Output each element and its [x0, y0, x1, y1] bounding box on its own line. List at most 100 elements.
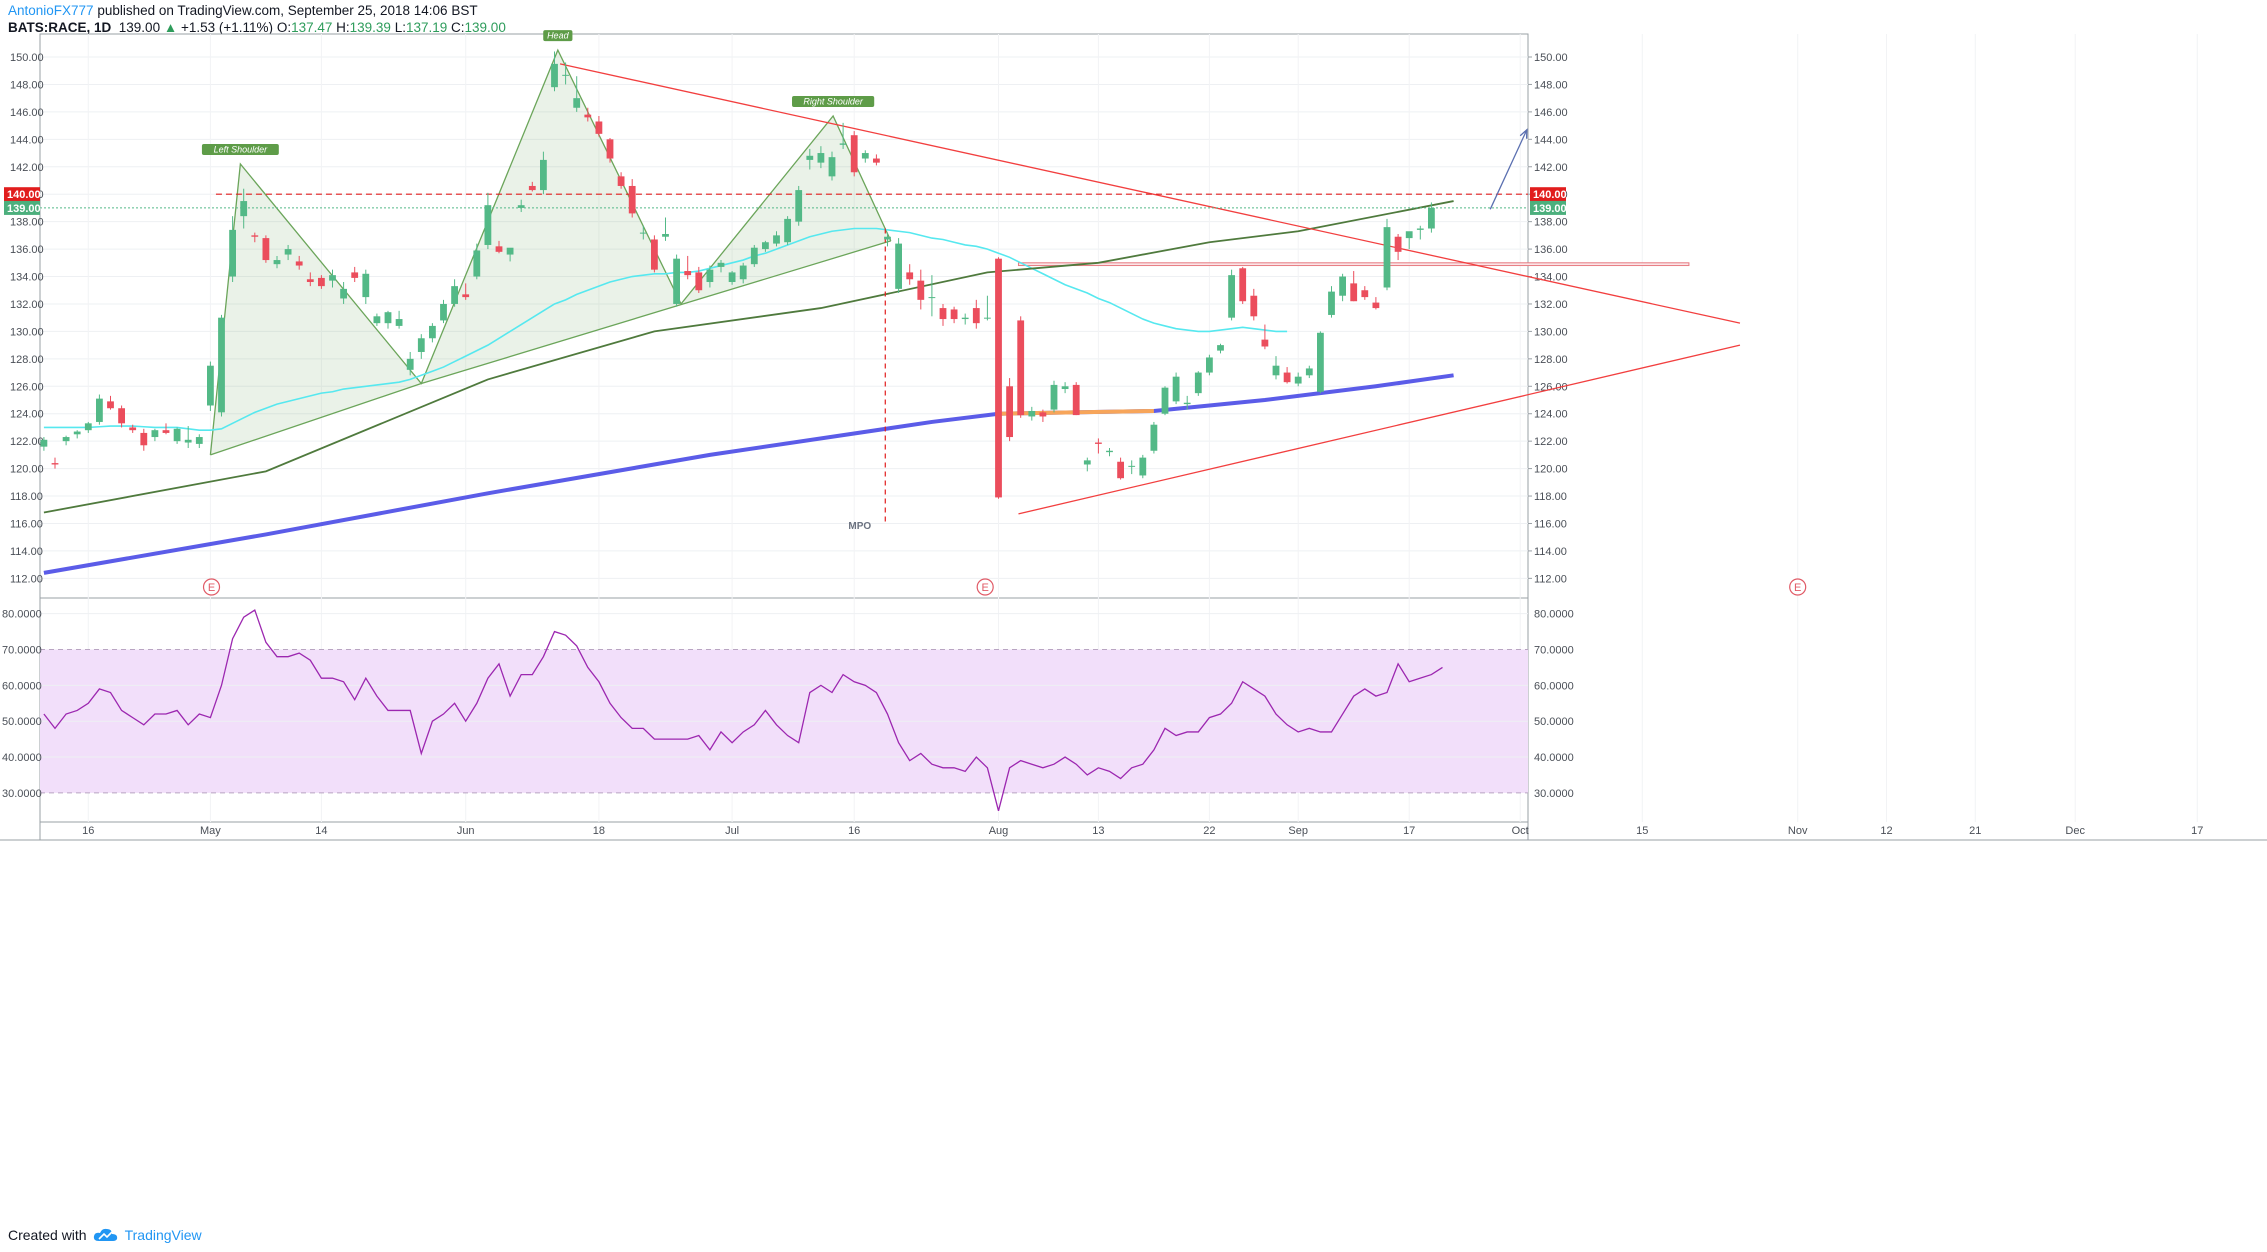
time-tick-label: 21 [1969, 825, 1981, 837]
candle-body [1028, 410, 1036, 417]
pattern-label-text: Left Shoulder [214, 145, 269, 155]
price-tick-label-left: 114.00 [10, 546, 43, 558]
earnings-marker-1: E [202, 578, 221, 596]
time-tick-label: 18 [593, 825, 605, 837]
candle-body [1128, 465, 1136, 467]
candle-body [695, 272, 703, 291]
candle-body [917, 280, 925, 300]
rsi-tick-label-right: 40.0000 [1534, 752, 1574, 764]
price-chart[interactable]: 112.00 112.00 114.00 114.00 116.00 116.00 118.… [0, 0, 2267, 1224]
price-tick-label-right: 136.00 [1534, 244, 1568, 256]
published-text: published on TradingView.com, September … [97, 3, 478, 18]
right-shoulder-label: Right Shoulder [792, 95, 875, 107]
price-tick-label-left: 120.00 [10, 464, 44, 476]
candle-body [906, 272, 914, 280]
candle-body [1239, 268, 1247, 302]
candle-body [1361, 290, 1369, 298]
neckline-left [210, 382, 422, 456]
candle-body [739, 265, 747, 280]
candle-body [839, 143, 847, 145]
candle-body [162, 430, 170, 433]
time-tick-label: Aug [989, 825, 1009, 837]
rsi-axis: 30.0000 30.0000 40.0000 40.0000 50.0000 50.00… [2, 609, 1574, 800]
candle-body [1017, 320, 1025, 416]
high-label: H: [336, 20, 350, 35]
candle-body [1339, 276, 1346, 296]
candle-body [295, 261, 303, 266]
price-tick-label-left: 126.00 [10, 381, 44, 393]
candle-body [1372, 302, 1380, 309]
price-tick-label-right: 122.00 [1534, 436, 1568, 448]
candle-body [1383, 227, 1391, 288]
candle-body [750, 247, 758, 265]
trend-lines [559, 63, 1741, 515]
candle-body [806, 155, 814, 160]
sma-mid-line [43, 200, 1454, 514]
price-tick-label-left: 146.00 [10, 107, 44, 119]
footer: Created with TradingView [8, 1224, 202, 1246]
pattern-label-box [792, 95, 875, 107]
candle-body [784, 218, 791, 243]
candle-body [984, 317, 991, 319]
pattern-fill [210, 164, 422, 455]
candle-body [950, 309, 958, 320]
candle-body [1161, 387, 1169, 414]
time-tick-label: 13 [1092, 825, 1104, 837]
time-tick-label: Oct [1512, 825, 1529, 837]
price-tag-box [1530, 200, 1566, 215]
close-label: C: [451, 20, 465, 35]
candle-body [240, 201, 248, 217]
candle-body [928, 297, 936, 299]
candle-body [1394, 236, 1402, 252]
price-tick-label-left: 124.00 [10, 409, 44, 421]
price-change: +1.53 (+1.11%) [180, 20, 274, 35]
candle-body [873, 158, 880, 163]
candle-body [506, 247, 514, 255]
price-tag-text: 139.00 [7, 203, 41, 215]
left-shoulder-label: Left Shoulder [201, 144, 279, 156]
pattern-zigzag [209, 48, 892, 455]
candle-body [1294, 376, 1302, 384]
price-tag-box [1530, 187, 1566, 202]
tradingview-brand: TradingView [124, 1227, 202, 1243]
main-pane-frame [39, 33, 1529, 599]
pattern-fill [421, 50, 682, 384]
projection-arrow-line [1489, 129, 1528, 210]
head-shoulders-pattern [209, 48, 892, 456]
close-value: 139.00 [464, 20, 506, 35]
rsi-tick-label-left: 50.0000 [2, 716, 42, 728]
author-link[interactable]: AntonioFX777 [8, 3, 94, 18]
price-tick-label-right: 150.00 [1534, 52, 1568, 64]
rsi-tick-label-left: 40.0000 [2, 752, 42, 764]
time-tick-label: Nov [1788, 825, 1808, 837]
candle-body [706, 269, 714, 283]
candle-body [429, 325, 436, 339]
resistance-zone [1017, 262, 1690, 267]
candle-body [628, 185, 636, 214]
time-tick-label: 16 [848, 825, 860, 837]
earnings-marker-text: E [208, 582, 215, 594]
last-price-tag-left: 139.00 [4, 200, 41, 215]
candle-body [606, 139, 614, 159]
time-tick-label: Dec [2065, 825, 2085, 837]
earnings-marker-3: E [1789, 578, 1807, 596]
candle-body [351, 272, 359, 278]
neckline-right [421, 240, 892, 385]
tradingview-cloud-icon [93, 1228, 117, 1241]
price-tick-label-right: 134.00 [1534, 272, 1568, 284]
candle-body [362, 273, 370, 298]
price-tick-label-left: 132.00 [10, 299, 44, 311]
candle-body [517, 205, 525, 208]
up-triangle-icon: ▲ [163, 20, 178, 35]
price-tag-text: 140.00 [7, 189, 41, 201]
candle-body [995, 258, 1002, 498]
tradingview-link[interactable]: TradingView [93, 1224, 202, 1246]
candle-body [1183, 402, 1191, 405]
time-tick-label: Jun [457, 825, 475, 837]
candle-body [728, 272, 736, 283]
price-tick-label-right: 118.00 [1534, 491, 1567, 503]
price-tag-text: 139.00 [1533, 203, 1567, 215]
candle-body [1350, 283, 1358, 302]
price-tick-label-right: 120.00 [1534, 464, 1568, 476]
earnings-marker-text: E [982, 582, 989, 594]
